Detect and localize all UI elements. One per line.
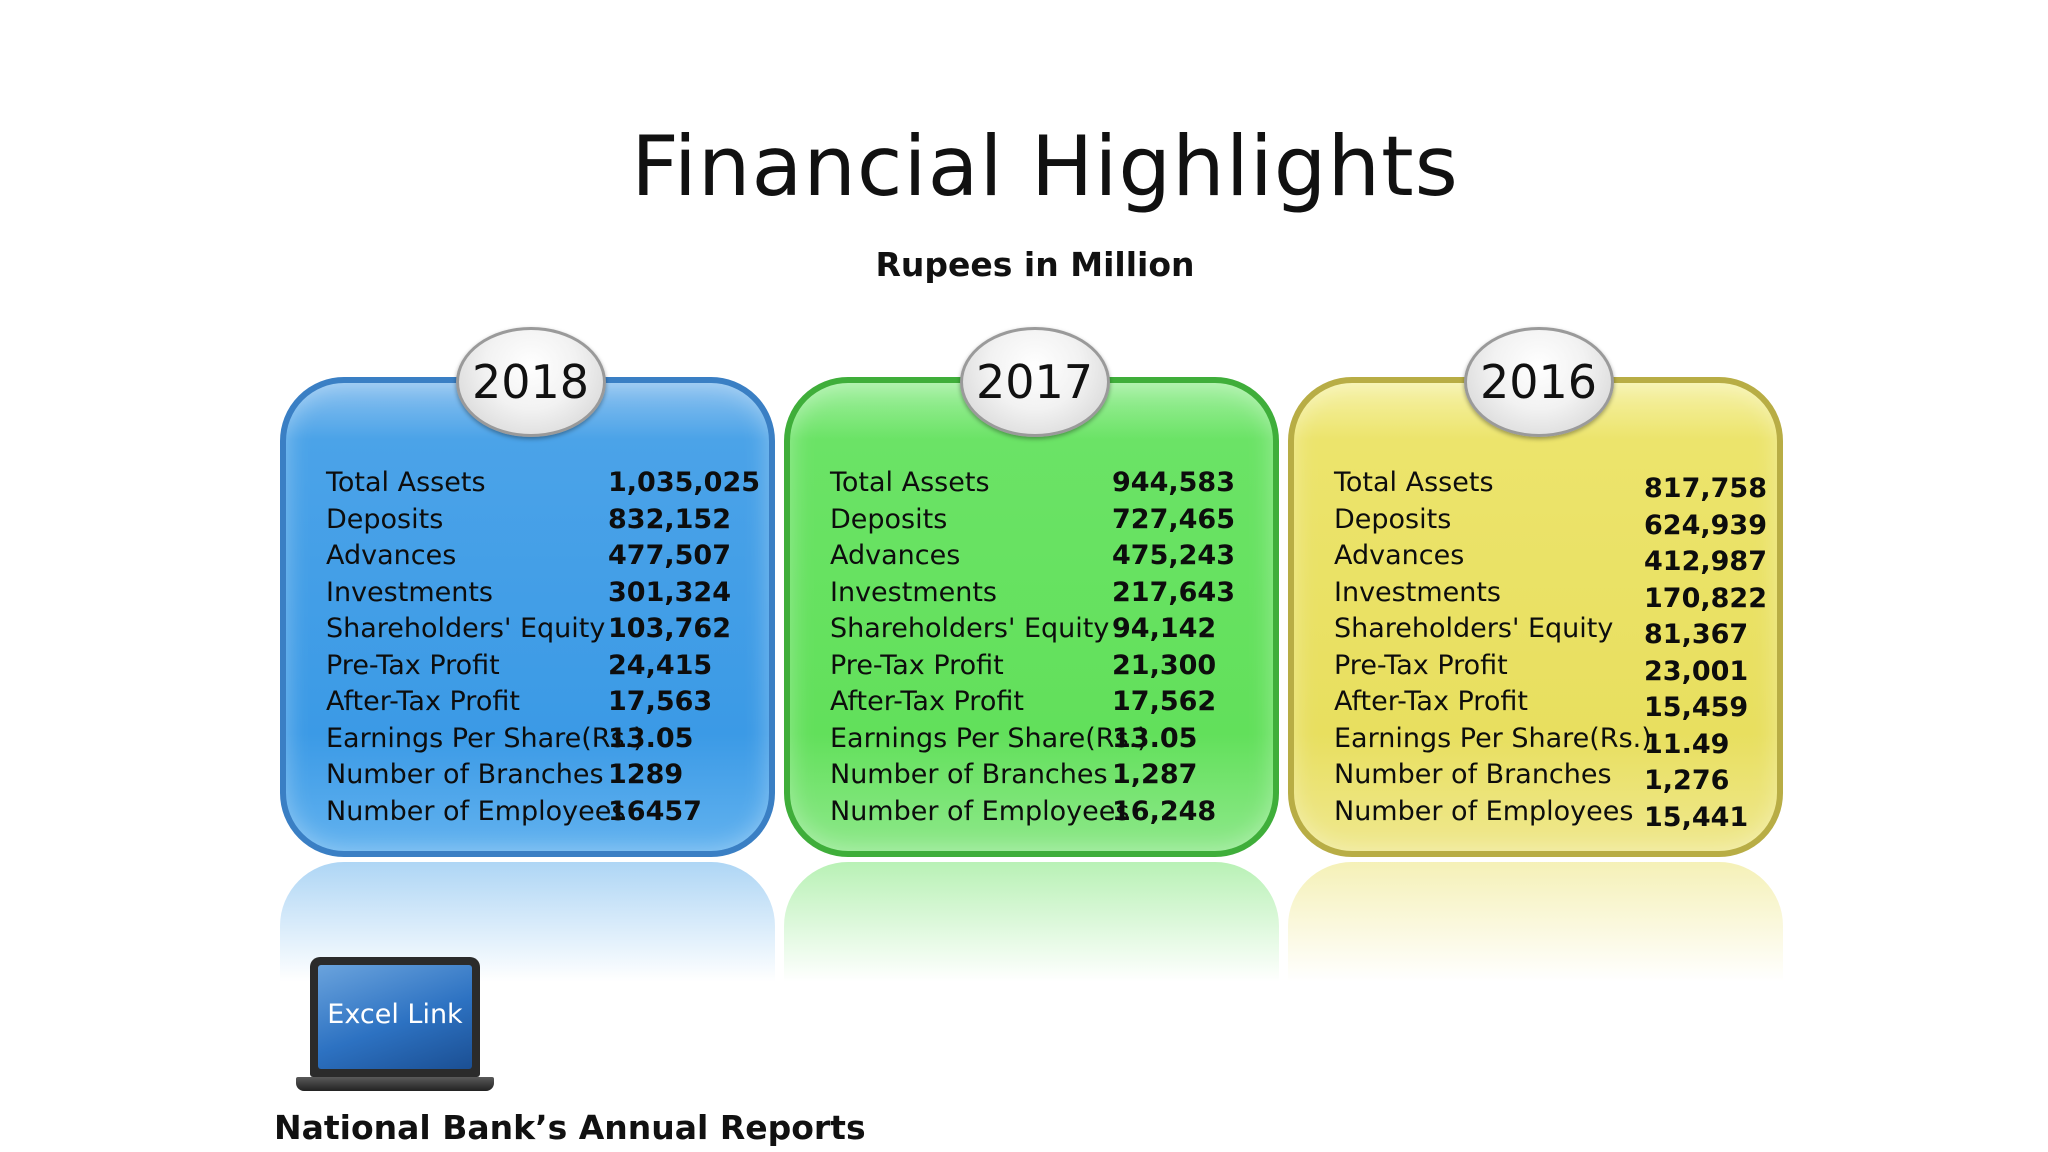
metric-value: 301,324 <box>608 576 731 608</box>
metric-label: Advances <box>1334 540 1465 571</box>
metric-label: Shareholders' Equity <box>830 613 1110 644</box>
metric-label: Investments <box>326 576 493 608</box>
metric-value: 17,563 <box>608 686 713 717</box>
year-badge: 2017 <box>959 327 1110 437</box>
metric-value: 103,762 <box>608 613 731 644</box>
metric-label: Pre-Tax Profit <box>830 649 1004 681</box>
metric-value: 1,035,025 <box>608 467 761 498</box>
laptop-base <box>296 1077 494 1091</box>
metric-label: After-Tax Profit <box>830 686 1024 717</box>
metric-label: Investments <box>830 576 997 608</box>
metric-label: Deposits <box>830 503 948 535</box>
metric-value: 81,367 <box>1644 619 1749 650</box>
excel-link-label: Excel Link <box>327 999 463 1030</box>
metric-label: Earnings Per Share(Rs.) <box>1334 722 1652 754</box>
metric-value: 170,822 <box>1644 582 1767 614</box>
metric-label: Number of Employees <box>830 795 1130 827</box>
metric-label: Number of Branches <box>1334 759 1612 790</box>
metric-value: 16,248 <box>1112 795 1217 827</box>
card-2018: 2018 Total Assets 1,035,025 Deposits 832,1… <box>280 327 775 857</box>
metric-label: Total Assets <box>326 467 486 498</box>
metric-label: Investments <box>1334 576 1501 608</box>
metric-label: Number of Branches <box>326 759 604 790</box>
metric-label: Number of Branches <box>830 759 1108 790</box>
laptop-icon: Excel Link <box>310 957 480 1077</box>
metric-label: Earnings Per Share(Rs.) <box>326 722 644 754</box>
metric-label: Total Assets <box>1334 467 1494 498</box>
metric-value: 412,987 <box>1644 546 1767 577</box>
metric-label: Shareholders' Equity <box>1334 613 1614 644</box>
metric-label: Advances <box>830 540 961 571</box>
metric-value: 727,465 <box>1112 503 1235 535</box>
card-2017: 2017 Total Assets 944,583 Deposits 727,465… <box>784 327 1279 857</box>
metric-value: 94,142 <box>1112 613 1217 644</box>
metric-value: 13.05 <box>1112 722 1198 754</box>
metric-value: 15,441 <box>1644 801 1749 833</box>
metric-value: 24,415 <box>608 649 713 681</box>
page-subtitle: Rupees in Million <box>875 245 1195 284</box>
year-badge: 2016 <box>1463 327 1614 437</box>
metric-value: 832,152 <box>608 503 731 535</box>
metric-value: 23,001 <box>1644 655 1749 687</box>
metric-value: 624,939 <box>1644 509 1767 541</box>
metric-value: 21,300 <box>1112 649 1217 681</box>
metric-label: Deposits <box>326 503 444 535</box>
metric-label: Advances <box>326 540 457 571</box>
metric-label: Pre-Tax Profit <box>326 649 500 681</box>
metric-label: Number of Employees <box>1334 795 1634 827</box>
card-reflection <box>1288 862 1783 1012</box>
metric-label: Deposits <box>1334 503 1452 535</box>
card-2016: 2016 Total Assets 817,758 Deposits 624,939… <box>1288 327 1783 857</box>
metric-value: 15,459 <box>1644 692 1749 723</box>
metric-value: 1289 <box>608 759 684 790</box>
metric-label: Shareholders' Equity <box>326 613 606 644</box>
metric-value: 475,243 <box>1112 540 1235 571</box>
metric-value: 17,562 <box>1112 686 1217 717</box>
metric-label: After-Tax Profit <box>326 686 520 717</box>
metric-label: Pre-Tax Profit <box>1334 649 1508 681</box>
excel-link-button[interactable]: Excel Link <box>296 957 494 1099</box>
metric-value: 944,583 <box>1112 467 1235 498</box>
metric-value: 1,276 <box>1644 765 1730 796</box>
footer-caption: National Bank’s Annual Reports <box>274 1108 866 1147</box>
card-reflection <box>784 862 1279 1012</box>
metric-label: After-Tax Profit <box>1334 686 1528 717</box>
metric-value: 1,287 <box>1112 759 1198 790</box>
metric-value: 11.49 <box>1644 728 1730 760</box>
metric-value: 16457 <box>608 795 702 827</box>
metric-value: 217,643 <box>1112 576 1235 608</box>
metric-label: Earnings Per Share(Rs.) <box>830 722 1148 754</box>
metric-value: 817,758 <box>1644 473 1767 504</box>
metric-value: 13.05 <box>608 722 694 754</box>
page-title: Financial Highlights <box>631 118 1459 215</box>
metric-label: Number of Employees <box>326 795 626 827</box>
metric-label: Total Assets <box>830 467 990 498</box>
metric-value: 477,507 <box>608 540 731 571</box>
year-badge: 2018 <box>455 327 606 437</box>
